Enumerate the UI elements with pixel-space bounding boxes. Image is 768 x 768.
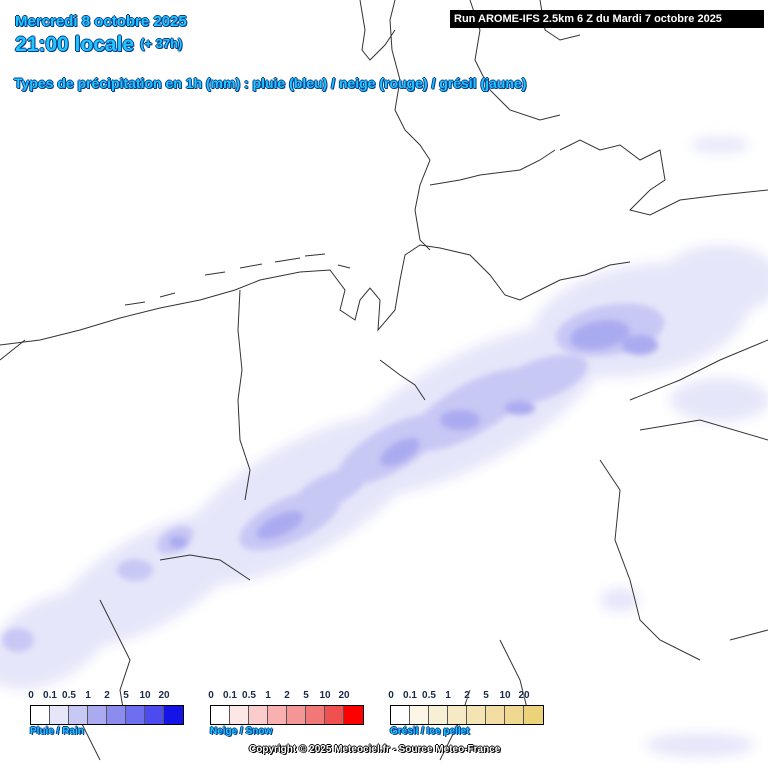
legend-tick-label: 1: [85, 690, 91, 701]
forecast-time-label: 21:00 locale: [15, 33, 135, 56]
legend-swatch: [126, 706, 145, 724]
ice-pellet-legend: 0 0.1 0.5 1 2 5 10 20 Grésil / Ice pellet: [388, 690, 544, 737]
legend-tick-label: 2: [464, 690, 470, 701]
legend-swatch: [268, 706, 287, 724]
legend-tick-label: 0: [208, 690, 214, 701]
rain-legend-swatches: [30, 705, 184, 725]
snow-legend-ticks: 0 0.1 0.5 1 2 5 10 20: [208, 690, 364, 704]
legend-tick-label: 10: [499, 690, 511, 701]
legend-swatch: [88, 706, 107, 724]
legend-swatch: [429, 706, 448, 724]
legend-swatch: [505, 706, 524, 724]
legend-swatch: [325, 706, 344, 724]
legend-swatch: [467, 706, 486, 724]
legend-tick-label: 10: [319, 690, 331, 701]
legend-swatch: [486, 706, 505, 724]
legend-tick-label: 0.1: [43, 690, 57, 701]
ice-pellet-legend-ticks: 0 0.1 0.5 1 2 5 10 20: [388, 690, 544, 704]
forecast-date: Mercredi 8 octobre 2025: [15, 13, 187, 30]
map-subtitle: Types de précipitation en 1h (mm) : plui…: [14, 75, 527, 91]
legend-tick-label: 5: [483, 690, 489, 701]
legend-swatch: [145, 706, 164, 724]
legend-swatch: [107, 706, 126, 724]
legend-tick-label: 0.1: [403, 690, 417, 701]
legend-tick-label: 0.5: [242, 690, 256, 701]
legend-tick-label: 5: [303, 690, 309, 701]
legend-swatch: [344, 706, 363, 724]
legend-tick-label: 2: [284, 690, 290, 701]
legend-tick-label: 1: [445, 690, 451, 701]
legend-tick-label: 10: [139, 690, 151, 701]
legend-swatch: [230, 706, 249, 724]
legend-tick-label: 0.5: [62, 690, 76, 701]
legend-tick-label: 0.1: [223, 690, 237, 701]
legend-tick-label: 20: [518, 690, 530, 701]
rain-legend-ticks: 0 0.1 0.5 1 2 5 10 20: [28, 690, 184, 704]
ice-pellet-legend-label: Grésil / Ice pellet: [390, 726, 470, 737]
legend-swatch: [211, 706, 230, 724]
model-run-label: Run AROME-IFS 2.5km 6 Z du Mardi 7 octob…: [450, 10, 764, 28]
legend-swatch: [391, 706, 410, 724]
forecast-lead-time: (+ 37h): [140, 36, 183, 51]
legend-tick-label: 0: [28, 690, 34, 701]
legend-tick-label: 5: [123, 690, 129, 701]
legend-tick-label: 2: [104, 690, 110, 701]
legend-swatch: [287, 706, 306, 724]
legend-swatch: [448, 706, 467, 724]
legend-swatch: [69, 706, 88, 724]
legend-swatch: [50, 706, 69, 724]
legend-swatch: [306, 706, 325, 724]
ice-pellet-legend-swatches: [390, 705, 544, 725]
copyright-notice: Copyright © 2025 Meteociel.fr - Source M…: [249, 744, 501, 755]
legend-tick-label: 20: [338, 690, 350, 701]
rain-heavy-layer: [169, 320, 658, 548]
legend-tick-label: 20: [158, 690, 170, 701]
legend-tick-label: 0.5: [422, 690, 436, 701]
legend-swatch: [524, 706, 543, 724]
rain-legend-label: Pluie / Rain: [30, 726, 84, 737]
snow-legend-swatches: [210, 705, 364, 725]
legend-tick-label: 0: [388, 690, 394, 701]
legend-swatch: [164, 706, 183, 724]
legend-swatch: [410, 706, 429, 724]
rain-legend: 0 0.1 0.5 1 2 5 10 20 Pluie / Rain: [28, 690, 184, 737]
legend-swatch: [249, 706, 268, 724]
snow-legend: 0 0.1 0.5 1 2 5 10 20 Neige / Snow: [208, 690, 364, 737]
snow-legend-label: Neige / Snow: [210, 726, 273, 737]
legend-swatch: [31, 706, 50, 724]
forecast-time: 21:00 locale (+ 37h): [15, 33, 182, 57]
legend-tick-label: 1: [265, 690, 271, 701]
